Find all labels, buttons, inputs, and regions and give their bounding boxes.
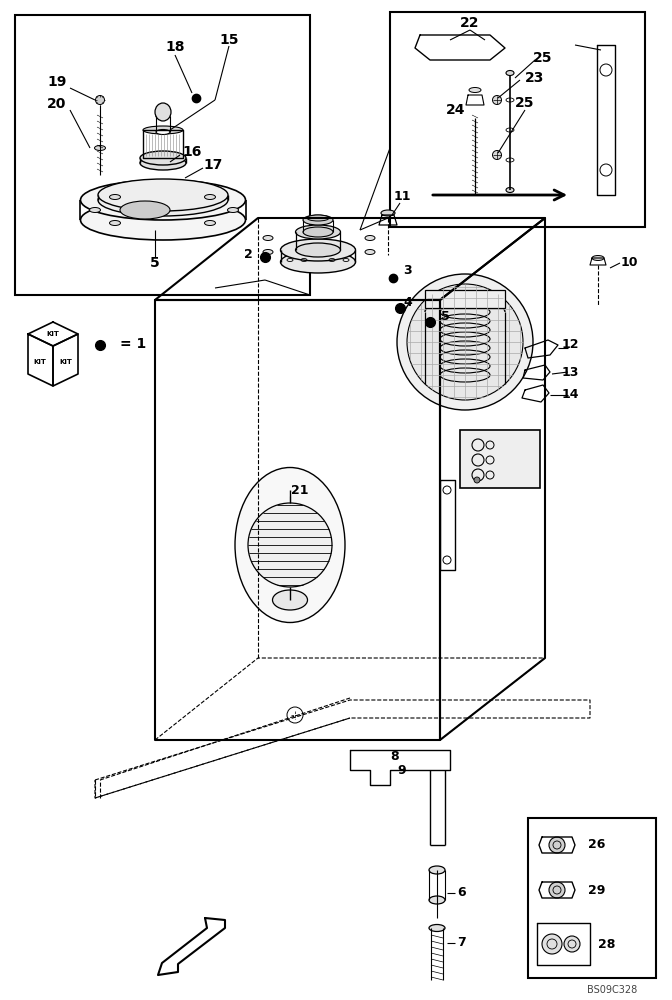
Text: 3: 3 [404, 263, 413, 276]
Text: 19: 19 [47, 75, 67, 89]
Ellipse shape [280, 239, 355, 261]
Ellipse shape [429, 866, 445, 874]
Text: 13: 13 [561, 365, 579, 378]
Ellipse shape [95, 96, 105, 104]
Text: 5: 5 [441, 310, 450, 322]
Ellipse shape [110, 221, 120, 226]
Text: = 1: = 1 [120, 337, 146, 351]
Ellipse shape [506, 70, 514, 76]
Ellipse shape [140, 151, 186, 165]
Ellipse shape [235, 468, 345, 622]
Ellipse shape [143, 126, 183, 134]
Circle shape [564, 936, 580, 952]
Text: 22: 22 [460, 16, 480, 30]
Text: 23: 23 [526, 71, 545, 85]
Text: 14: 14 [561, 388, 579, 401]
Text: 4: 4 [404, 296, 413, 308]
Ellipse shape [156, 113, 170, 118]
Text: 26: 26 [588, 838, 605, 852]
Ellipse shape [381, 210, 395, 216]
Text: KIT: KIT [60, 359, 73, 365]
Ellipse shape [429, 924, 445, 932]
Circle shape [248, 503, 332, 587]
Ellipse shape [155, 103, 171, 121]
Ellipse shape [296, 243, 341, 257]
Text: 24: 24 [446, 103, 466, 117]
Text: 11: 11 [393, 190, 411, 202]
Ellipse shape [204, 194, 216, 200]
Text: 16: 16 [182, 145, 202, 159]
Ellipse shape [365, 235, 375, 240]
Text: 5: 5 [150, 256, 160, 270]
Text: 10: 10 [620, 256, 638, 269]
Circle shape [549, 882, 565, 898]
Ellipse shape [469, 88, 481, 93]
Ellipse shape [280, 251, 355, 273]
Bar [528, 818, 656, 978]
Circle shape [397, 274, 533, 410]
Text: 20: 20 [47, 97, 67, 111]
Ellipse shape [81, 200, 245, 240]
Text: 28: 28 [598, 938, 616, 950]
Ellipse shape [204, 221, 216, 226]
Ellipse shape [143, 154, 183, 162]
Ellipse shape [303, 215, 333, 225]
Text: 15: 15 [219, 33, 239, 47]
Ellipse shape [429, 896, 445, 904]
Ellipse shape [120, 201, 170, 219]
Ellipse shape [98, 184, 228, 216]
Circle shape [542, 934, 562, 954]
Ellipse shape [303, 227, 333, 237]
Bar [390, 12, 645, 227]
Ellipse shape [110, 194, 120, 200]
Circle shape [407, 284, 523, 400]
Text: 6: 6 [458, 886, 466, 900]
Ellipse shape [89, 208, 101, 213]
Ellipse shape [140, 156, 186, 170]
Text: 29: 29 [588, 884, 605, 896]
Text: BS09C328: BS09C328 [587, 985, 637, 995]
Ellipse shape [493, 150, 501, 159]
Bar [15, 15, 310, 295]
Text: 21: 21 [291, 484, 308, 496]
Ellipse shape [296, 225, 341, 239]
Bar [460, 430, 540, 488]
Ellipse shape [228, 208, 239, 213]
Text: 17: 17 [204, 158, 222, 172]
Text: 25: 25 [534, 51, 553, 65]
Ellipse shape [307, 215, 329, 221]
Text: 2: 2 [244, 248, 253, 261]
Ellipse shape [98, 179, 228, 211]
Text: 9: 9 [398, 764, 407, 776]
Ellipse shape [263, 249, 273, 254]
Ellipse shape [81, 180, 245, 220]
Circle shape [474, 477, 480, 483]
Ellipse shape [273, 590, 308, 610]
Text: 8: 8 [390, 750, 399, 764]
Ellipse shape [263, 235, 273, 240]
Ellipse shape [365, 249, 375, 254]
Text: 7: 7 [458, 936, 466, 950]
Text: KIT: KIT [34, 359, 46, 365]
Circle shape [549, 837, 565, 853]
Text: 18: 18 [165, 40, 185, 54]
Ellipse shape [493, 96, 501, 104]
Ellipse shape [506, 188, 514, 192]
Ellipse shape [95, 145, 106, 150]
Text: KIT: KIT [46, 331, 59, 337]
Ellipse shape [156, 129, 170, 134]
Text: 25: 25 [515, 96, 535, 110]
Text: 12: 12 [561, 338, 579, 352]
Ellipse shape [592, 255, 604, 260]
Bar [425, 290, 505, 308]
